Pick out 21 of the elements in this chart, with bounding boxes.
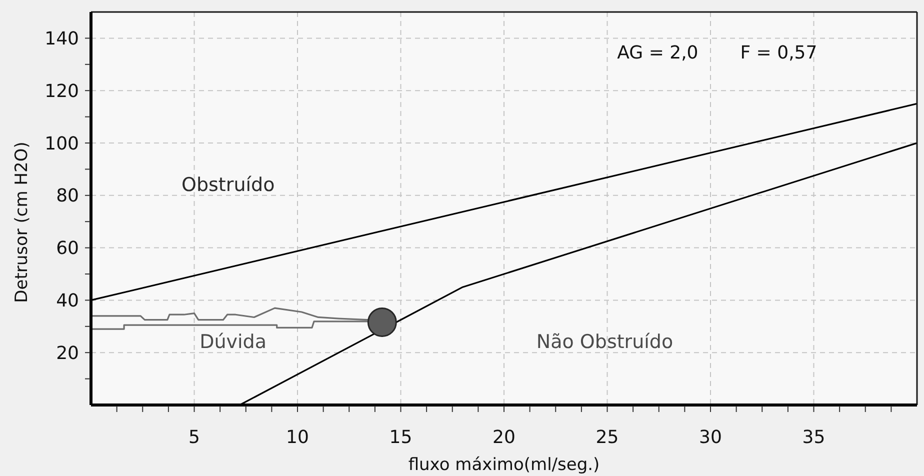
x-tick-label: 10 xyxy=(286,427,309,448)
x-tick-label: 25 xyxy=(596,427,619,448)
x-tick-label: 30 xyxy=(699,427,722,448)
annotation: Dúvida xyxy=(200,331,267,354)
annotation: AG = 2,0 xyxy=(617,42,698,64)
y-tick-label: 40 xyxy=(56,290,79,312)
x-tick-label: 5 xyxy=(188,427,200,448)
y-tick-label: 60 xyxy=(56,238,79,260)
annotation: Obstruído xyxy=(182,174,275,196)
y-tick-label: 120 xyxy=(44,80,79,102)
y-axis-title: Detrusor (cm H2O) xyxy=(12,142,32,303)
y-tick-label: 80 xyxy=(56,186,79,207)
x-tick-label: 35 xyxy=(802,427,826,448)
x-tick-label: 20 xyxy=(492,427,516,448)
annotation: Não Obstruído xyxy=(536,331,674,354)
x-axis-title: fluxo máximo(ml/seg.) xyxy=(408,455,600,475)
y-tick-label: 100 xyxy=(44,133,79,154)
annotation: F = 0,57 xyxy=(740,42,818,64)
x-tick-label: 15 xyxy=(389,427,412,448)
y-tick-label: 140 xyxy=(44,28,79,50)
y-tick-label: 20 xyxy=(56,342,79,364)
